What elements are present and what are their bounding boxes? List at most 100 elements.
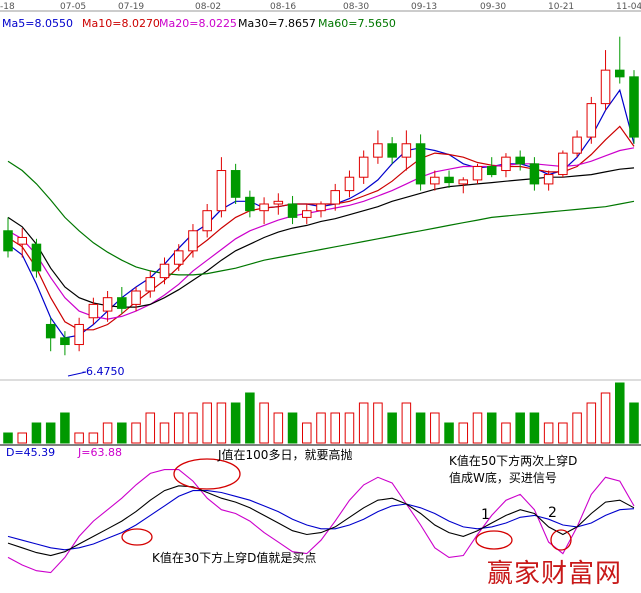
volume-bar <box>173 412 184 444</box>
volume-bar <box>515 412 525 444</box>
candle-body <box>159 263 170 279</box>
volume-bar <box>273 412 284 444</box>
date-tick: 08-16 <box>270 2 296 12</box>
candle-body <box>387 143 397 158</box>
ma60-label: Ma60=7.5650 <box>318 17 396 30</box>
candle-body <box>173 250 184 265</box>
annotation-circle <box>121 528 153 546</box>
date-tick: 10-21 <box>548 2 574 12</box>
low-pointer-line <box>67 371 87 377</box>
candle-body <box>131 290 141 305</box>
candle-body <box>188 230 198 252</box>
volume-bar <box>373 402 383 444</box>
candle-body <box>45 323 56 339</box>
candle-body <box>3 230 13 252</box>
candle-body <box>415 143 426 185</box>
ma20-label: Ma20=8.0225 <box>159 17 237 30</box>
volume-bar <box>543 422 554 444</box>
candle-body <box>615 69 625 78</box>
volume-bar <box>188 412 198 444</box>
volume-bar <box>629 402 639 444</box>
date-tick: 08-30 <box>343 2 369 12</box>
date-tick: 08-02 <box>195 2 221 12</box>
volume-bar <box>287 412 298 444</box>
volume-bar <box>45 422 56 444</box>
kdj-j-line <box>7 469 635 574</box>
candle-body <box>543 174 554 185</box>
candle-body <box>273 200 284 205</box>
volume-bar <box>60 412 70 444</box>
volume-bar <box>216 402 227 444</box>
volume-bar <box>401 402 412 444</box>
candle-body <box>458 179 469 185</box>
annotation-buy-point: K值在30下方上穿D值就是买点 <box>152 551 317 565</box>
volume-bar <box>17 432 27 444</box>
candle-body <box>316 203 326 212</box>
candle-body <box>74 323 84 346</box>
volume-bar <box>3 432 13 444</box>
volume-bar <box>486 412 497 444</box>
annotation-circle <box>475 530 513 550</box>
candle-body <box>600 69 611 105</box>
candle-body <box>373 143 383 158</box>
low-price-value: 6.4750 <box>85 365 125 378</box>
ma30-label: Ma30=7.8657 <box>238 17 316 30</box>
candlesticks <box>3 36 639 356</box>
candle-body <box>60 337 70 346</box>
volume-bar <box>430 412 440 444</box>
candle-body <box>259 203 269 212</box>
candle-body <box>515 156 525 165</box>
candle-body <box>230 170 241 198</box>
date-tick: -18 <box>0 2 15 12</box>
volume-bar <box>572 412 582 444</box>
candle-body <box>17 236 27 245</box>
candle-body <box>330 190 340 205</box>
volume-bar <box>458 422 469 444</box>
kdj-k-line <box>7 485 635 557</box>
volume-bar <box>472 412 483 444</box>
candle-body <box>629 76 639 138</box>
volume-bar <box>586 402 597 444</box>
volume-bar <box>102 422 113 444</box>
watermark-logo: 赢家财富网 <box>487 559 623 589</box>
candle-body <box>31 243 42 272</box>
candle-body <box>145 277 156 292</box>
volume-bar <box>501 422 511 444</box>
kdj-j-label: J=63.88 <box>78 446 122 459</box>
candle-body <box>529 163 540 185</box>
candle-body <box>472 166 483 181</box>
candle-body <box>558 152 568 176</box>
annotation-w-bottom-line2: 值成W底，买进信号 <box>449 471 557 485</box>
annotation-j-high: J值在100多日，就要高抛 <box>218 448 353 462</box>
volume-bar <box>88 432 99 444</box>
volume-bar <box>202 402 212 444</box>
volume-bar <box>74 432 84 444</box>
ma30-line <box>7 167 635 308</box>
date-tick: 09-30 <box>480 2 506 12</box>
annotation-circle <box>173 458 241 490</box>
volume-bar <box>131 422 141 444</box>
volume-bars <box>3 382 639 444</box>
volume-bar <box>302 422 312 444</box>
ma10-label: Ma10=8.0270 <box>82 17 160 30</box>
annotation-circle <box>550 529 572 551</box>
date-tick: 11-04 <box>616 2 641 12</box>
volume-bar <box>330 412 340 444</box>
candle-body <box>401 143 412 158</box>
volume-bar <box>316 412 326 444</box>
candle-body <box>88 303 99 319</box>
date-tick: 07-05 <box>60 2 86 12</box>
candle-body <box>245 196 255 212</box>
volume-bar <box>358 402 369 444</box>
candle-body <box>501 156 511 172</box>
ma10-line <box>7 125 635 331</box>
marker-2: 2 <box>548 505 557 521</box>
volume-bar <box>558 422 568 444</box>
volume-bar <box>444 422 454 444</box>
date-tick: 07-19 <box>118 2 144 12</box>
ma5-label: Ma5=8.0550 <box>2 17 73 30</box>
date-axis: -18 07-05 07-19 08-02 08-16 08-30 09-13 09-30 10… <box>0 2 641 12</box>
volume-bar <box>159 422 170 444</box>
volume-bar <box>415 412 426 444</box>
